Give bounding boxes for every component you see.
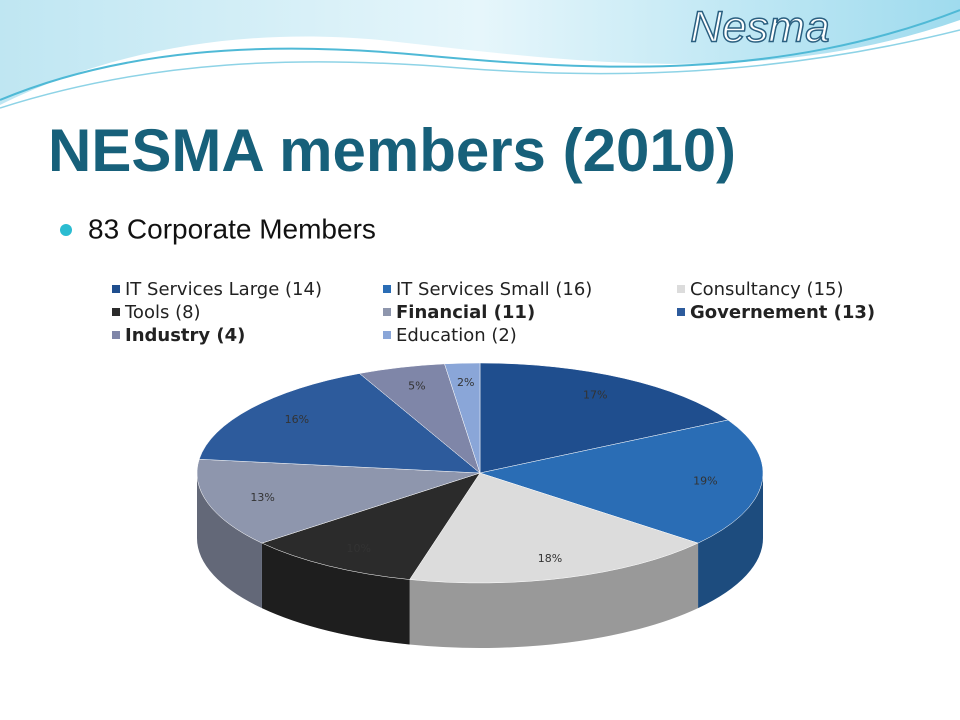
pie-slice	[409, 472, 699, 584]
slide-title: NESMA members (2010)	[48, 117, 736, 184]
pie-slice	[196, 458, 481, 544]
slice-side	[197, 473, 262, 609]
slice-label: 2%	[457, 376, 474, 389]
legend-label: Governement (13)	[690, 302, 875, 323]
slice-side	[698, 473, 763, 609]
bullet-dot	[60, 224, 72, 236]
slice-side	[261, 543, 410, 645]
legend-swatch	[383, 331, 391, 339]
legend-swatch	[677, 285, 685, 293]
header-line	[0, 29, 960, 109]
legend-label: Education (2)	[396, 325, 517, 346]
pie-slice	[479, 419, 764, 544]
slice-label: 10%	[346, 542, 370, 555]
legend-label: Tools (8)	[124, 302, 201, 323]
header-line	[0, 9, 960, 101]
pie-slice	[261, 472, 481, 580]
bullet-text: 83 Corporate Members	[88, 213, 376, 244]
slice-side-shade	[409, 543, 699, 648]
slice-label: 17%	[583, 388, 607, 401]
slice-side-shade	[261, 543, 410, 645]
legend-swatch	[112, 308, 120, 316]
header-wave	[0, 0, 960, 105]
legend-label: Consultancy (15)	[690, 279, 844, 300]
logo: Nesma	[690, 3, 829, 52]
slice-label: 5%	[408, 379, 425, 392]
legend-label: Industry (4)	[125, 325, 245, 346]
slice-label: 16%	[285, 413, 309, 426]
pie-slice	[444, 362, 481, 474]
slice-label: 13%	[250, 491, 274, 504]
pie-slice	[479, 362, 729, 474]
legend-swatch	[383, 308, 391, 316]
legend-label: IT Services Small (16)	[396, 279, 592, 300]
pie-slice	[198, 373, 481, 474]
legend-swatch	[112, 285, 120, 293]
slice-label: 19%	[693, 474, 717, 487]
slice-side	[409, 543, 699, 648]
legend-swatch	[112, 331, 120, 339]
legend-label: IT Services Large (14)	[125, 279, 322, 300]
slice-side-shade	[698, 473, 763, 609]
legend-swatch	[677, 308, 685, 316]
legend-label: Financial (11)	[396, 302, 535, 323]
legend-swatch	[383, 285, 391, 293]
slice-side-shade	[197, 473, 262, 609]
slice-label: 18%	[538, 552, 562, 565]
